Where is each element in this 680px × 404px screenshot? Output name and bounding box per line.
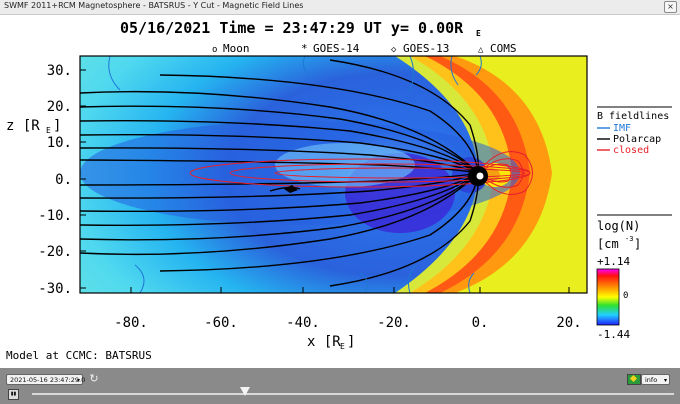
refresh-icon[interactable]: ↻: [89, 372, 99, 385]
colorbar-min: -1.44: [597, 328, 630, 341]
earth-dayside-dot: [476, 172, 484, 180]
y-tick-label: 0.: [55, 172, 72, 188]
goes13-marker-symbol: ◇: [391, 45, 397, 55]
timestamp-value: 2021-05-16 23:47:29.0: [10, 376, 86, 384]
x-axis-label-subscript: E: [340, 342, 345, 351]
window-titlebar: SWMF 2011+RCM Magnetosphere - BATSRUS - …: [0, 0, 680, 15]
chevron-down-icon: ▾: [663, 377, 667, 384]
model-footer: Model at CCMC: BATSRUS: [6, 349, 152, 362]
x-tick-label: -20.: [377, 315, 411, 331]
info-value: info: [645, 376, 658, 384]
x-axis-label: x [R: [307, 334, 341, 350]
x-tick-label: -80.: [114, 315, 148, 331]
coms-marker-label: COMS: [490, 42, 517, 55]
x-tick-label: 0.: [472, 315, 489, 331]
colorbar-mid: 0: [623, 291, 628, 301]
colorbar-unit: [cm: [597, 237, 619, 251]
coms-marker-symbol: △: [478, 45, 484, 55]
legend-title: B fieldlines: [597, 111, 669, 122]
x-tick-label: -60.: [204, 315, 238, 331]
info-select[interactable]: info ▾: [641, 374, 670, 385]
chevron-down-icon: ▾: [76, 377, 80, 384]
colorbar-unit-sup: -3: [625, 235, 633, 243]
goes14-marker-label: GOES-14: [313, 42, 360, 55]
plot-header: 05/16/2021 Time = 23:47:29 UT y= 0.00R: [120, 19, 464, 37]
goes13-marker-label: GOES-13: [403, 42, 449, 55]
colorbar: log(N) [cm -3 ] +1.14 0 -1.44: [596, 214, 672, 341]
y-axis-label-bracket: ]: [53, 118, 61, 134]
window-title: SWMF 2011+RCM Magnetosphere - BATSRUS - …: [4, 1, 304, 10]
y-tick-label: 30.: [47, 63, 72, 79]
x-tick-label: -40.: [286, 315, 320, 331]
fieldline-legend: B fieldlines IMF Polarcap closed: [597, 106, 672, 156]
moon-marker-label: Moon: [223, 42, 250, 55]
colorbar-max: +1.14: [597, 255, 630, 268]
x-tick-label: 20.: [556, 315, 581, 331]
plot-frame: [79, 55, 588, 294]
play-icon[interactable]: ▮▮: [8, 389, 19, 400]
imf-field-lines: [108, 56, 482, 293]
plot-header-subscript: E: [476, 29, 481, 38]
legend-imf: IMF: [613, 123, 631, 134]
magnetosphere-plot: 05/16/2021 Time = 23:47:29 UT y= 0.00R E…: [6, 19, 672, 362]
moon-track-marker: [284, 185, 298, 193]
y-axis-label: z [R: [6, 118, 40, 134]
x-ticks: [130, 287, 570, 293]
y-tick-label: -10.: [38, 208, 72, 224]
y-axis: 30. 20. 10. 0. -10. -20. -30.: [38, 63, 72, 297]
moon-marker-symbol: o: [212, 45, 217, 55]
x-axis: -80. -60. -40. -20. 0. 20.: [114, 315, 582, 331]
closed-field-lines: [189, 151, 533, 195]
y-ticks: [80, 69, 86, 289]
colorbar-unit-bracket: ]: [634, 237, 641, 251]
x-axis-label-bracket: ]: [347, 334, 355, 350]
flag-icon[interactable]: [627, 374, 641, 385]
y-tick-label: -20.: [38, 244, 72, 260]
marker-legend: o Moon * GOES-14 ◇ GOES-13 △ COMS: [212, 42, 517, 55]
timeline-slider-thumb[interactable]: [240, 387, 250, 396]
colorbar-title: log(N): [597, 219, 640, 233]
goes14-marker-symbol: *: [301, 42, 308, 55]
timeline-slider-track[interactable]: [32, 393, 674, 395]
y-tick-label: 20.: [47, 99, 72, 115]
timestamp-select[interactable]: 2021-05-16 23:47:29.0 ▾: [6, 374, 86, 385]
y-tick-label: -30.: [38, 281, 72, 297]
colorbar-gradient: [596, 268, 620, 326]
y-axis-label-subscript: E: [46, 126, 51, 135]
close-icon[interactable]: ×: [664, 1, 677, 13]
legend-polarcap: Polarcap: [613, 134, 661, 145]
legend-closed: closed: [613, 145, 649, 156]
field-lines: [80, 56, 533, 293]
y-tick-label: 10.: [47, 135, 72, 151]
playback-toolbar: 2021-05-16 23:47:29.0 ▾ ↻ info ▾ ▮▮: [0, 368, 680, 404]
